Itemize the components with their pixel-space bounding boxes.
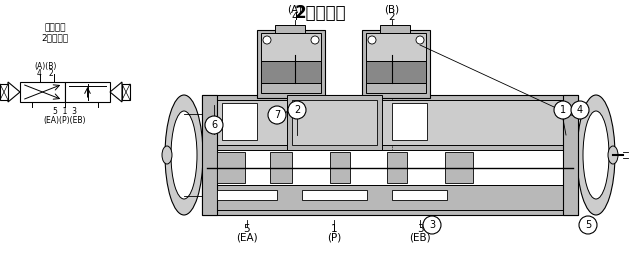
Bar: [380, 25, 410, 33]
Ellipse shape: [171, 111, 197, 199]
Text: 4   2: 4 2: [37, 70, 54, 78]
Text: 4: 4: [577, 105, 583, 115]
Circle shape: [579, 216, 597, 234]
Polygon shape: [8, 82, 20, 102]
Text: (P): (P): [327, 232, 341, 242]
Circle shape: [571, 101, 589, 119]
Text: 7: 7: [274, 110, 280, 120]
Circle shape: [368, 36, 376, 44]
Bar: [366, 61, 426, 83]
Text: 5: 5: [244, 224, 250, 234]
Bar: [222, 103, 257, 140]
Text: (EA): (EA): [236, 232, 258, 242]
Text: 1: 1: [560, 105, 566, 115]
Bar: [202, 95, 217, 215]
Text: (EA)(P)(EB): (EA)(P)(EB): [44, 115, 86, 124]
Bar: [0, 84, 8, 100]
Circle shape: [416, 36, 424, 44]
Text: (A)(B): (A)(B): [34, 62, 56, 71]
Text: 1: 1: [331, 224, 337, 234]
Bar: [362, 30, 430, 98]
Bar: [217, 152, 245, 183]
Bar: [261, 61, 321, 83]
Bar: [307, 103, 342, 140]
Bar: [330, 152, 350, 183]
Bar: [122, 84, 130, 100]
Bar: [392, 103, 427, 140]
Text: 2: 2: [294, 105, 300, 115]
Text: 图形符号: 图形符号: [44, 23, 66, 33]
Bar: [392, 190, 447, 200]
Circle shape: [205, 116, 223, 134]
Text: 5: 5: [585, 220, 591, 230]
Bar: [302, 190, 367, 200]
Bar: [207, 185, 573, 210]
Circle shape: [554, 101, 572, 119]
Circle shape: [311, 36, 319, 44]
Bar: [202, 95, 578, 215]
Bar: [207, 150, 573, 185]
Ellipse shape: [165, 95, 203, 215]
Text: 2位双电控: 2位双电控: [42, 33, 68, 43]
Bar: [261, 83, 321, 93]
Circle shape: [288, 101, 306, 119]
Text: 2: 2: [388, 12, 396, 22]
Bar: [292, 100, 377, 145]
Text: 3: 3: [417, 224, 423, 234]
Ellipse shape: [162, 146, 172, 164]
Bar: [20, 82, 65, 102]
Text: 2位双电控: 2位双电控: [294, 4, 346, 22]
Ellipse shape: [608, 146, 618, 164]
Bar: [65, 82, 110, 102]
Circle shape: [268, 106, 286, 124]
Bar: [445, 152, 473, 183]
Text: 5  1  3: 5 1 3: [53, 107, 77, 116]
Bar: [563, 95, 578, 215]
Text: (B): (B): [385, 4, 399, 14]
Polygon shape: [110, 82, 122, 102]
Bar: [275, 25, 305, 33]
Bar: [261, 33, 321, 61]
Bar: [270, 152, 292, 183]
Text: 4: 4: [292, 12, 298, 22]
Text: 6: 6: [211, 120, 217, 130]
Text: 3: 3: [429, 220, 435, 230]
Circle shape: [423, 216, 441, 234]
Bar: [287, 95, 382, 150]
Bar: [207, 100, 573, 145]
Bar: [217, 190, 277, 200]
Bar: [387, 152, 407, 183]
Bar: [366, 33, 426, 61]
Ellipse shape: [583, 111, 609, 199]
Bar: [257, 30, 325, 98]
Text: (A): (A): [287, 4, 303, 14]
Circle shape: [263, 36, 271, 44]
Text: (EB): (EB): [409, 232, 431, 242]
Ellipse shape: [577, 95, 615, 215]
Bar: [366, 83, 426, 93]
